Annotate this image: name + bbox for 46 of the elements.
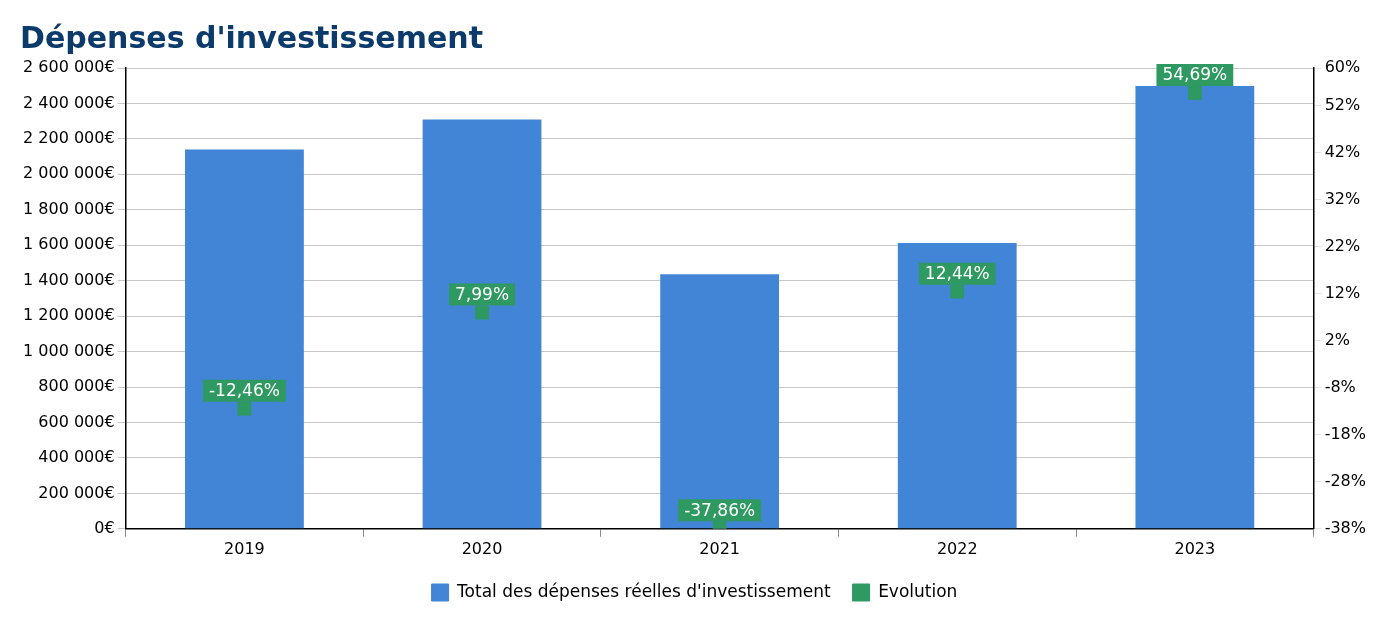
x-tick-label: 2021 — [699, 538, 740, 558]
legend-label: Evolution — [878, 580, 958, 601]
y-tick-label: 2 400 000€ — [23, 92, 115, 112]
point — [950, 284, 965, 299]
data-label: -37,86% — [684, 499, 756, 520]
x-tick-label: 2019 — [224, 538, 265, 558]
y-tick-label: 0€ — [94, 517, 115, 537]
y-tick-label: 2 000 000€ — [23, 163, 115, 183]
y2-tick-label: -38% — [1324, 517, 1367, 537]
y-tick-label: 2 200 000€ — [23, 128, 115, 148]
y2-tick-label: 60% — [1324, 57, 1361, 77]
y-tick-label: 200 000€ — [38, 482, 115, 502]
y2-tick-label: 2% — [1324, 329, 1351, 349]
y-tick-label: 800 000€ — [38, 376, 115, 396]
y2-tick-label: 52% — [1324, 94, 1361, 114]
bar — [897, 243, 1017, 529]
bar — [185, 149, 304, 529]
y-tick-label: 1 800 000€ — [23, 198, 115, 218]
y2-tick-label: 42% — [1324, 141, 1361, 161]
legend-label: Total des dépenses réelles d'investissement — [456, 580, 831, 601]
y2-tick-label: -28% — [1324, 470, 1367, 490]
y-tick-label: 600 000€ — [38, 411, 115, 431]
y-tick-label: 400 000€ — [38, 447, 115, 467]
bar — [422, 119, 542, 529]
bar — [660, 274, 780, 529]
y2-tick-label: 32% — [1324, 188, 1361, 208]
chart-title: Dépenses d'investissement — [20, 19, 483, 55]
x-tick-label: 2020 — [461, 538, 503, 558]
y2-tick-label: 12% — [1324, 282, 1361, 302]
data-label: -12,46% — [208, 380, 280, 401]
y2-tick-label: 22% — [1324, 235, 1361, 255]
y-tick-label: 2 600 000€ — [23, 57, 115, 77]
point — [475, 305, 489, 320]
data-label: 54,69% — [1162, 64, 1228, 85]
y-tick-label: 1 400 000€ — [23, 269, 115, 289]
y-tick-label: 1 600 000€ — [23, 234, 115, 254]
x-tick-label: 2023 — [1174, 538, 1216, 558]
x-tick-label: 2022 — [936, 538, 978, 558]
y2-tick-label: -18% — [1324, 423, 1367, 443]
y-tick-label: 1 000 000€ — [23, 340, 115, 360]
point — [1187, 86, 1202, 100]
point — [237, 401, 252, 416]
data-label: 12,44% — [924, 263, 990, 284]
y2-tick-label: -8% — [1324, 376, 1356, 396]
y-tick-label: 1 200 000€ — [23, 305, 115, 325]
data-label: 7,99% — [455, 283, 510, 304]
